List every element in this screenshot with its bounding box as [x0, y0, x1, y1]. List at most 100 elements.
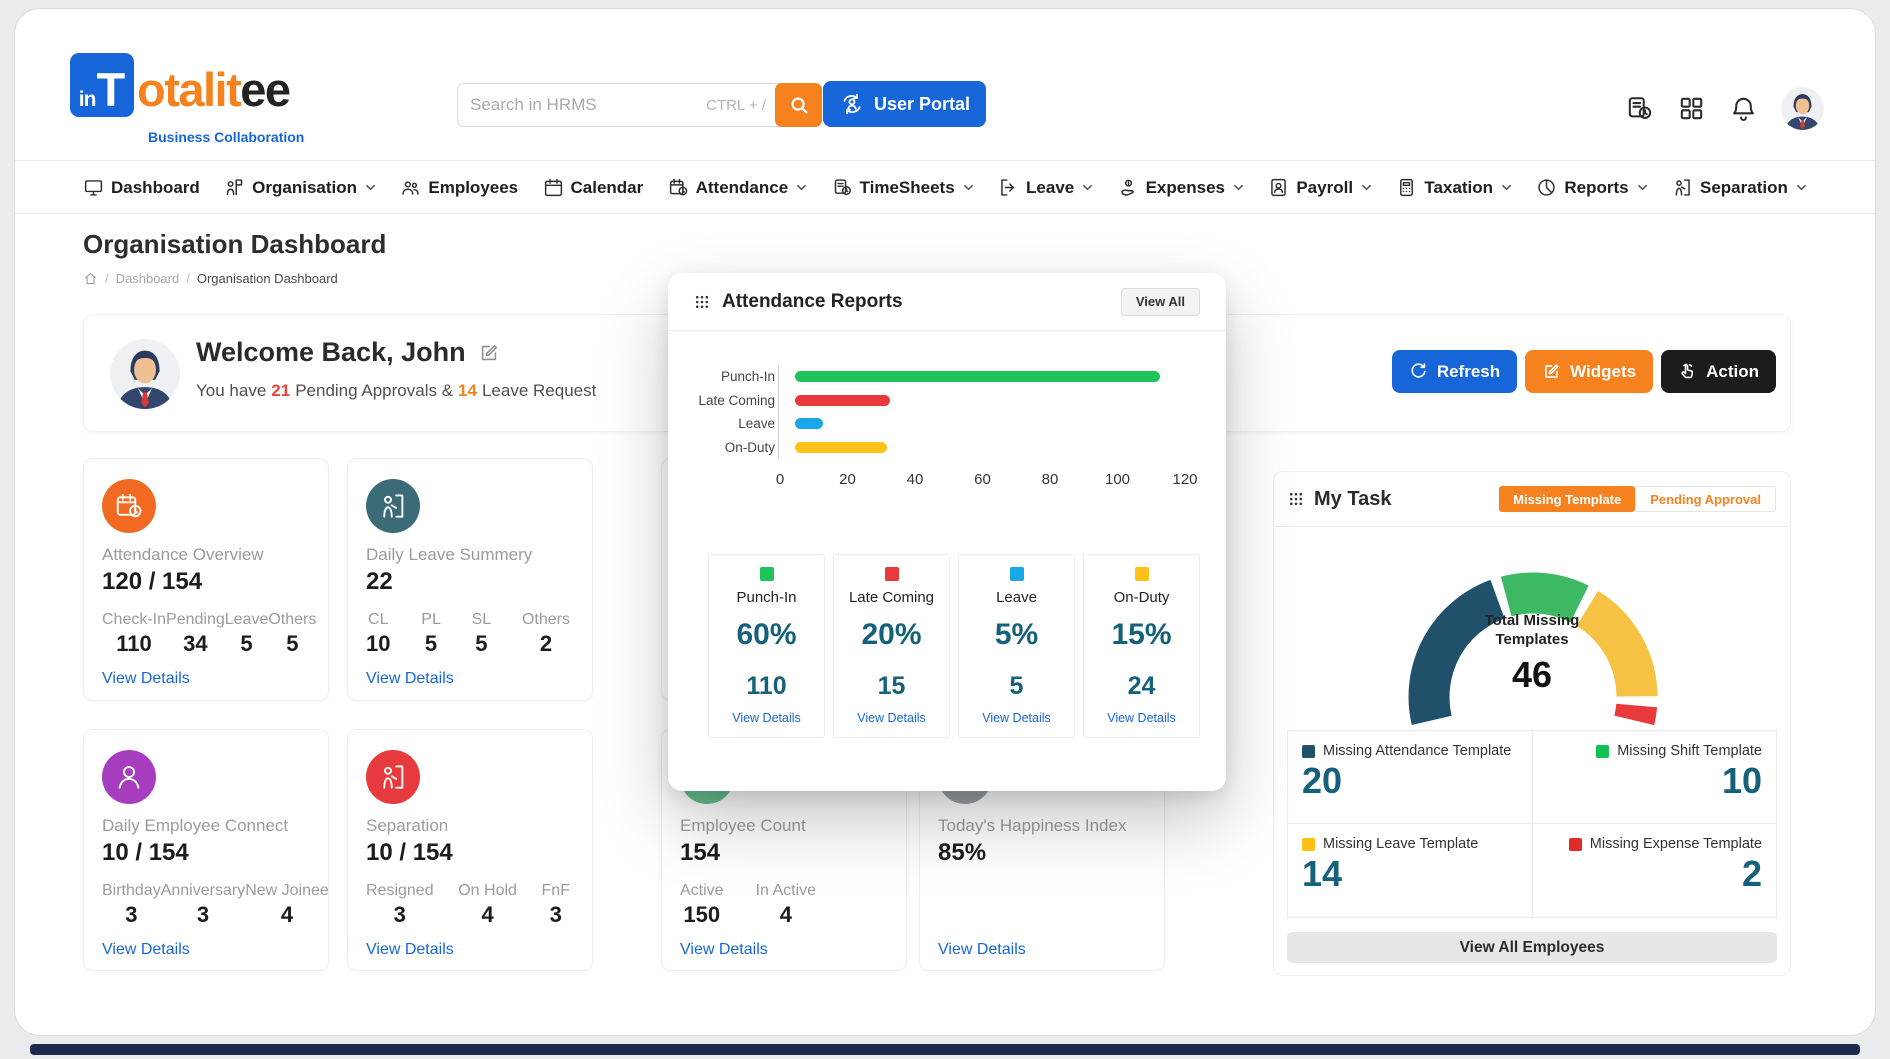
calculator-icon [1396, 177, 1417, 198]
stat-value: 5 [286, 631, 299, 656]
stat-card-count: 24 [1127, 672, 1156, 700]
nav-item-label: Taxation [1424, 177, 1494, 197]
person-exit-icon [378, 491, 408, 521]
card-title: Attendance Overview [102, 545, 264, 564]
stat-value: 3 [196, 902, 210, 927]
drag-handle-icon[interactable] [1288, 491, 1304, 507]
chart-x-axis: 0 20 40 60 80 100 120 [776, 471, 1198, 491]
card-stat-pl: PL 5 [421, 611, 441, 657]
nav-item-employees[interactable]: Employees [400, 177, 518, 198]
doc-clock-icon [832, 177, 853, 198]
logo-tagline: Business Collaboration [148, 129, 305, 145]
widgets-button[interactable]: Widgets [1525, 350, 1654, 393]
refresh-icon [1409, 362, 1428, 381]
chart-category-label: Punch-In [720, 369, 775, 385]
stat-value: 3 [393, 902, 406, 927]
stat-label: In Active [755, 882, 817, 899]
main-navigation: Dashboard Organisation Employees Calendar At… [15, 162, 1875, 214]
view-details-link[interactable]: View Details [857, 711, 926, 725]
view-details-link[interactable]: View Details [982, 711, 1051, 725]
legend-swatch [1134, 567, 1149, 581]
card-separation: Separation 10 / 154 Resigned 3 On Hold 4 FnF 3 V… [347, 729, 593, 971]
notification-bell-icon[interactable] [1729, 94, 1758, 123]
nav-item-separation[interactable]: Separation [1672, 177, 1807, 198]
view-details-link[interactable]: View Details [938, 941, 1026, 958]
view-details-link[interactable]: View Details [102, 670, 190, 687]
nav-item-payroll[interactable]: Payroll [1268, 177, 1372, 198]
calendar-clock-icon [668, 177, 689, 198]
person-icon [114, 762, 144, 792]
nav-item-timesheets[interactable]: TimeSheets [832, 177, 974, 198]
stat-label: New Joinee [245, 882, 329, 899]
stat-card-percent: 15% [1111, 618, 1172, 651]
apps-grid-icon[interactable] [1677, 94, 1706, 123]
stat-label: SL [471, 611, 492, 628]
stat-card-label: On-Duty [1113, 589, 1170, 606]
tab-pending-approval[interactable]: Pending Approval [1635, 486, 1776, 512]
stat-card-label: Leave [996, 589, 1037, 606]
task-cell-value: 14 [1302, 853, 1343, 894]
tab-missing-template[interactable]: Missing Template [1499, 486, 1636, 512]
home-icon[interactable] [83, 271, 98, 286]
task-cell-label: Missing Leave Template [1323, 836, 1479, 852]
view-details-link[interactable]: View Details [102, 941, 190, 958]
card-value: 22 [366, 568, 393, 595]
welcome-avatar [110, 339, 180, 409]
nav-item-taxation[interactable]: Taxation [1396, 177, 1512, 198]
action-button[interactable]: Action [1661, 350, 1776, 393]
welcome-greeting: Welcome Back, John [196, 337, 500, 368]
search-input[interactable] [458, 95, 707, 115]
view-details-link[interactable]: View Details [680, 941, 768, 958]
drag-handle-icon[interactable] [694, 294, 710, 310]
stat-label: FnF [541, 882, 570, 899]
nav-item-calendar[interactable]: Calendar [543, 177, 643, 198]
pending-approvals-count: 21 [271, 381, 291, 400]
refresh-button[interactable]: Refresh [1391, 350, 1518, 393]
view-details-link[interactable]: View Details [1107, 711, 1176, 725]
task-cell-header: Missing Shift Template [1547, 743, 1762, 759]
card-value: 85% [938, 839, 987, 866]
breadcrumb-dashboard[interactable]: Dashboard [115, 271, 180, 286]
nav-item-label: Organisation [252, 177, 358, 197]
nav-item-label: Employees [428, 177, 519, 197]
stat-label: Active [680, 882, 724, 899]
gauge-segment-missing-shift-template [1500, 572, 1589, 623]
task-cell-label: Missing Expense Template [1589, 836, 1762, 852]
nav-item-leave[interactable]: Leave [998, 177, 1093, 198]
nav-item-expenses[interactable]: Expenses [1118, 177, 1244, 198]
view-all-employees-button[interactable]: View All Employees [1287, 932, 1777, 963]
nav-item-dashboard[interactable]: Dashboard [83, 177, 200, 198]
report-log-icon[interactable] [1625, 94, 1654, 123]
global-search: CTRL + / [457, 83, 822, 127]
gauge-segment-missing-expense-template [1614, 703, 1658, 726]
stat-value: 3 [549, 902, 562, 927]
nav-item-attendance[interactable]: Attendance [668, 177, 808, 198]
nav-item-label: Dashboard [111, 177, 200, 197]
stat-value: 3 [125, 902, 138, 927]
stat-label: Resigned [366, 882, 434, 899]
nav-item-reports[interactable]: Reports [1536, 177, 1647, 198]
profile-avatar[interactable] [1781, 87, 1824, 130]
stat-label: On Hold [458, 882, 517, 899]
user-portal-button[interactable]: User Portal [823, 81, 987, 127]
task-cell-value: 20 [1302, 760, 1343, 801]
legend-swatch [759, 567, 774, 581]
view-details-link[interactable]: View Details [366, 941, 454, 958]
card-stat-resigned: Resigned 3 [366, 882, 434, 928]
stat-value: 5 [240, 631, 253, 656]
chart-track [778, 365, 1198, 389]
view-all-button[interactable]: View All [1120, 287, 1200, 316]
view-details-link[interactable]: View Details [366, 670, 454, 687]
view-details-link[interactable]: View Details [732, 711, 801, 725]
stat-value: 150 [683, 902, 721, 927]
legend-swatch [884, 567, 899, 581]
hand-pointer-icon [1678, 362, 1697, 381]
nav-item-organisation[interactable]: Organisation [224, 177, 376, 198]
breadcrumb: / Dashboard / Organisation Dashboard [83, 271, 338, 286]
chart-x-tick: 20 [839, 471, 856, 488]
chart-row-leave: Leave [698, 412, 1198, 436]
chart-category-label: Leave [738, 416, 775, 432]
edit-icon[interactable] [478, 342, 500, 364]
stat-value: 4 [779, 902, 792, 927]
search-button[interactable] [775, 83, 822, 127]
